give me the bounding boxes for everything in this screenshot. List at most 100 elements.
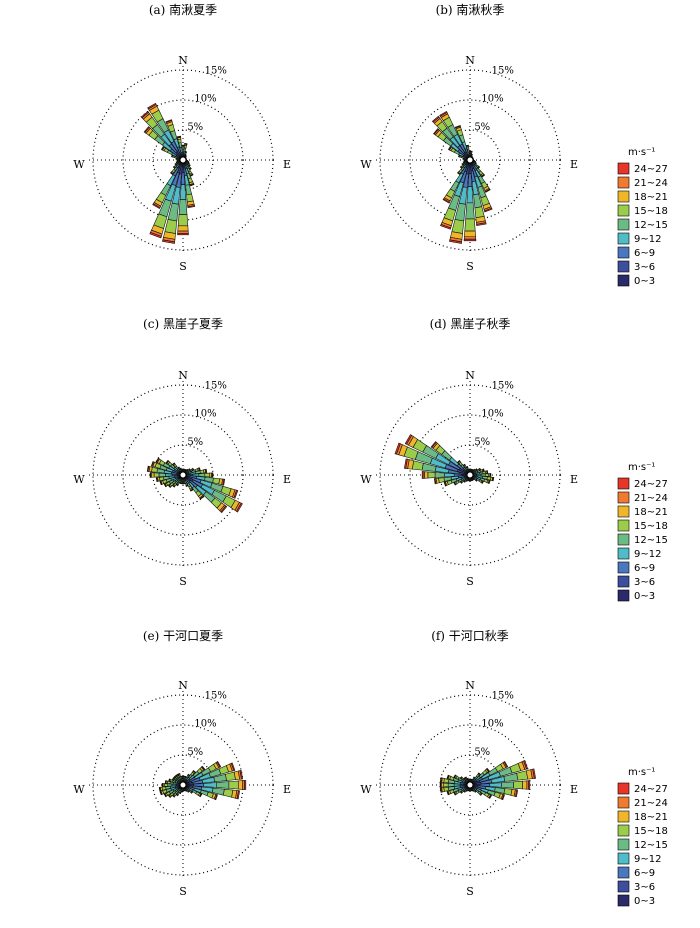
petal-segment [394,442,401,455]
legend-swatch [617,866,630,879]
ring [379,694,561,876]
legend-swatch [617,162,630,175]
petal-segment [205,468,208,473]
petal-segment [459,776,462,779]
petal-segment [478,772,481,775]
legend-swatch [617,505,630,518]
petal-segment [489,794,493,799]
petal-segment [464,218,476,232]
direction-label-W: W [360,473,372,486]
petal-segment [146,465,150,472]
legend-bin-label: 12~15 [634,220,668,231]
petal-segment [411,460,424,471]
petal-segment [483,468,485,472]
petal-segment [185,790,188,792]
legend-swatch [617,232,630,245]
legend-bin-label: 3~6 [634,262,655,273]
petal-segment [171,777,174,781]
petal-segment [177,773,181,775]
petal-segment [172,776,175,779]
legend-bin-label: 24~27 [634,164,668,175]
petal-segment [185,775,188,778]
panel-title: (b) 南湫秋季 [436,2,505,17]
petal-segment [175,484,179,487]
petal-segment [164,783,169,787]
petal-segment [434,472,445,478]
panel-title: (d) 黑崖子秋季 [430,317,511,331]
legend-bin-label: 3~6 [634,882,655,893]
legend-bin-label: 0~3 [634,591,655,602]
petal-segment [237,780,243,790]
petal-segment [152,203,161,210]
panel-title: (c) 黑崖子夏季 [143,317,223,331]
legend-unit: m·s⁻¹ [628,147,655,158]
petal-segment [163,793,167,798]
petal-segment [167,783,173,787]
petal-segment [190,489,194,492]
wind-rose-panel: (e) 干河口夏季 5% 10% 15% N E S W [73,629,291,898]
petal-segment [404,434,413,445]
petal-segment [178,792,181,795]
direction-label-W: W [360,158,372,171]
direction-label-E: E [283,473,291,486]
direction-label-N: N [178,54,188,67]
legend-bin-label: 24~27 [634,479,668,490]
petal-segment [451,219,465,234]
petal-segment [164,219,178,234]
legend-swatch [617,519,630,532]
ring-label: 15% [492,690,514,701]
petal-segment [457,459,461,463]
ring-label: 10% [481,94,503,105]
petal-segment [513,780,523,790]
legend-bin-label: 21~24 [634,178,668,189]
petal-segment [478,166,481,169]
petal-segment [431,115,440,123]
direction-label-N: N [465,679,475,692]
petal-segment [192,769,196,773]
petal-segment [441,782,444,788]
ring-label: 15% [205,380,227,391]
center-marker [179,781,187,789]
legend-swatch [617,880,630,893]
petal-segment [165,473,173,477]
petal-segment [464,230,476,238]
direction-label-W: W [360,783,372,796]
petal-segment [175,794,179,797]
legend-bin-label: 9~12 [634,854,661,865]
legend-bin-label: 0~3 [634,276,655,287]
ring-label: 10% [194,94,216,105]
ring [409,99,531,221]
petal-segment [486,470,489,474]
direction-label-S: S [179,575,187,588]
speed-legend: m·s⁻¹ 24~27 21~24 18~21 15~18 12~15 9~12 6~9 3~6… [617,462,668,602]
legend-swatch [617,204,630,217]
center-marker [466,156,474,164]
petal-segment [198,473,206,477]
petal-segment [163,483,167,488]
legend-bin-label: 12~15 [634,535,668,546]
wind-rose-panel: (a) 南湫夏季 5% 10% 15% N E S W [73,2,291,273]
petal-segment [484,473,489,477]
petal-segment [192,467,195,471]
direction-label-S: S [466,575,474,588]
petal-segment [447,146,451,151]
legend-bin-label: 15~18 [634,826,668,837]
petal-segment [172,166,175,169]
legend-bin-label: 24~27 [634,784,668,795]
legend-bin-label: 3~6 [634,577,655,588]
petal-segment [177,233,189,236]
petal-segment [181,146,185,150]
petal-segment [461,163,464,166]
petal-segment [158,472,166,478]
petal-segment [220,505,228,514]
petal-segment [244,780,247,790]
petal-segment [187,790,190,793]
panel-title: (a) 南湫夏季 [149,2,217,17]
petal-segment [492,477,495,482]
wind-rose-panel: (d) 黑崖子秋季 5% 10% 15% N E S W [360,317,578,588]
petal-segment [465,790,468,792]
petal-segment [155,477,158,482]
petal-segment [178,482,181,485]
petal-segment [168,778,170,782]
petal-segment [465,202,475,220]
